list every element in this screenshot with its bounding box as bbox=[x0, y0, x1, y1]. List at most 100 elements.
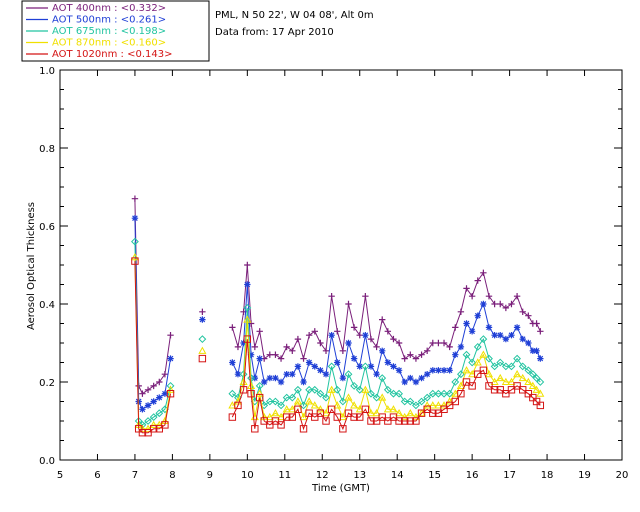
data-point bbox=[445, 401, 454, 410]
x-tick-label: 6 bbox=[94, 470, 100, 481]
data-point bbox=[372, 408, 381, 417]
data-point bbox=[406, 408, 415, 417]
data-point bbox=[345, 339, 352, 347]
data-point bbox=[350, 401, 359, 409]
data-point bbox=[417, 397, 426, 406]
data-point bbox=[473, 358, 482, 366]
data-point bbox=[395, 417, 403, 425]
data-point bbox=[277, 401, 285, 410]
data-point bbox=[161, 421, 169, 429]
data-point bbox=[144, 386, 152, 393]
data-point bbox=[156, 378, 163, 386]
data-point bbox=[328, 332, 335, 339]
data-point bbox=[507, 362, 516, 371]
data-point bbox=[451, 397, 459, 406]
data-point bbox=[282, 405, 291, 413]
data-point bbox=[463, 320, 470, 327]
data-point bbox=[501, 377, 510, 386]
data-point bbox=[485, 382, 493, 390]
data-point bbox=[350, 355, 358, 362]
data-point bbox=[536, 389, 545, 397]
data-point bbox=[519, 386, 527, 394]
data-point bbox=[501, 362, 510, 371]
data-point bbox=[294, 385, 302, 394]
data-point bbox=[288, 413, 296, 421]
data-point bbox=[445, 389, 454, 398]
data-point bbox=[532, 374, 541, 383]
plot-frame bbox=[59, 69, 623, 461]
data-point bbox=[411, 412, 420, 421]
data-point bbox=[305, 397, 314, 405]
data-point bbox=[355, 405, 364, 413]
data-point bbox=[435, 339, 442, 347]
data-point bbox=[338, 412, 347, 421]
legend-label: AOT 675nm : <0.198> bbox=[52, 26, 166, 37]
data-point bbox=[451, 389, 460, 397]
data-point bbox=[423, 393, 432, 402]
data-point bbox=[502, 304, 510, 312]
data-point bbox=[311, 363, 318, 370]
data-point bbox=[283, 343, 290, 351]
data-point bbox=[288, 393, 297, 402]
data-point bbox=[378, 393, 387, 401]
data-point bbox=[283, 371, 290, 378]
data-point bbox=[513, 324, 521, 331]
data-point bbox=[150, 382, 157, 390]
data-point bbox=[524, 366, 533, 375]
data-point bbox=[150, 398, 157, 405]
data-point bbox=[277, 421, 285, 429]
data-point bbox=[435, 367, 442, 374]
data-point bbox=[138, 429, 147, 437]
data-point bbox=[513, 354, 522, 363]
data-point bbox=[344, 393, 353, 401]
data-point bbox=[491, 300, 498, 308]
data-point bbox=[272, 374, 279, 382]
data-point bbox=[457, 308, 465, 315]
axes: 5 6 7 8 9 10 11 12 13 14 15 16 17 18 19 20 0.0 0.2 0.4 0.6 0… bbox=[39, 66, 628, 481]
data-point bbox=[229, 359, 236, 366]
data-point bbox=[423, 401, 432, 409]
data-point bbox=[440, 405, 448, 414]
data-point bbox=[322, 371, 330, 378]
data-point bbox=[395, 389, 403, 398]
data-point bbox=[418, 351, 425, 358]
data-point bbox=[434, 409, 443, 417]
series-line bbox=[134, 198, 541, 395]
data-point bbox=[300, 378, 307, 386]
data-point bbox=[407, 351, 414, 358]
y-tick-label: 1.0 bbox=[39, 66, 55, 77]
series-plus bbox=[131, 195, 544, 397]
data-point bbox=[513, 382, 521, 390]
series-line bbox=[134, 241, 541, 426]
data-point bbox=[234, 343, 242, 351]
data-point bbox=[417, 409, 426, 417]
data-point bbox=[401, 355, 408, 362]
data-point bbox=[490, 362, 499, 371]
data-point bbox=[228, 401, 237, 409]
data-point bbox=[395, 367, 403, 374]
data-point bbox=[271, 397, 280, 406]
data-point bbox=[362, 332, 369, 339]
data-point bbox=[456, 381, 465, 389]
data-point bbox=[167, 332, 174, 339]
x-tick-label: 10 bbox=[241, 470, 254, 481]
data-point bbox=[367, 363, 375, 370]
data-point bbox=[350, 381, 359, 390]
data-point bbox=[496, 373, 505, 382]
data-point bbox=[389, 389, 398, 398]
data-point bbox=[496, 358, 505, 367]
data-point bbox=[327, 385, 336, 393]
series-triangle bbox=[130, 252, 545, 432]
data-point bbox=[462, 378, 471, 386]
data-point bbox=[524, 390, 533, 398]
data-point bbox=[373, 371, 380, 378]
data-point bbox=[271, 417, 280, 425]
data-point bbox=[533, 320, 540, 327]
data-point bbox=[400, 412, 409, 421]
data-point bbox=[474, 277, 481, 284]
data-point bbox=[519, 335, 526, 343]
data-point bbox=[508, 332, 515, 339]
data-point bbox=[537, 328, 544, 335]
data-point bbox=[344, 409, 353, 417]
data-point bbox=[518, 373, 527, 382]
